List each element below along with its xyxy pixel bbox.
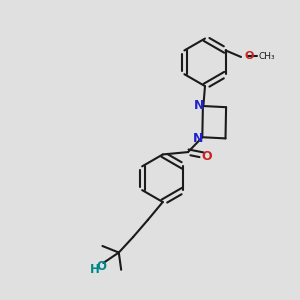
Text: CH₃: CH₃ — [259, 52, 275, 61]
Text: O: O — [244, 51, 254, 61]
Text: H: H — [90, 263, 100, 276]
Text: N: N — [194, 99, 204, 112]
Text: N: N — [193, 132, 203, 145]
Text: O: O — [202, 150, 212, 163]
Text: O: O — [96, 260, 106, 273]
